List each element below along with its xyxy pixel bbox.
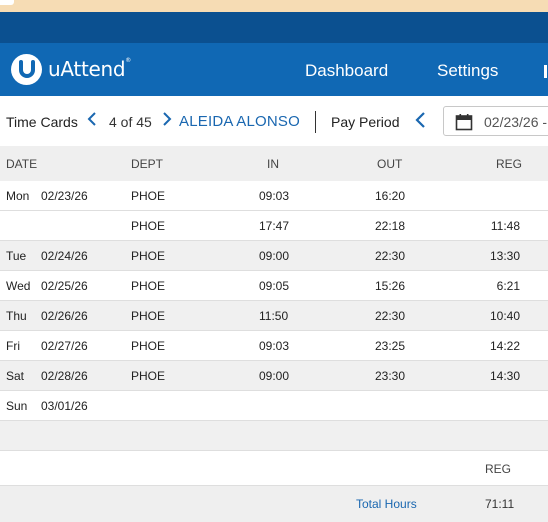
next-employee-icon[interactable]: [161, 111, 173, 130]
table-row[interactable]: Mon 02/23/26 PHOE 09:03 16:20: [0, 181, 548, 211]
row-date: 02/25/26: [41, 279, 88, 293]
row-day: Fri: [6, 339, 20, 353]
row-in[interactable]: 09:03: [259, 189, 290, 203]
total-hours-label: Total Hours: [356, 497, 417, 511]
header-date: DATE: [6, 157, 38, 171]
row-out[interactable]: 16:20: [375, 189, 406, 203]
row-dept: PHOE: [131, 249, 166, 263]
header-out: OUT: [377, 157, 403, 171]
pay-period-picker[interactable]: 02/23/26 -: [443, 106, 548, 136]
page-title: Time Cards: [6, 114, 78, 130]
nav-overflow-item[interactable]: [544, 65, 547, 78]
row-out[interactable]: 22:18: [375, 219, 406, 233]
row-in[interactable]: 09:00: [259, 369, 290, 383]
table-header: DATE DEPT IN OUT REG: [0, 146, 548, 181]
row-dept: PHOE: [131, 279, 166, 293]
header-in: IN: [267, 157, 279, 171]
row-reg: 14:30: [489, 369, 520, 383]
toolbar-divider: [315, 111, 316, 133]
header-dept: DEPT: [131, 157, 164, 171]
row-out[interactable]: 23:25: [375, 339, 406, 353]
row-in[interactable]: 09:05: [259, 279, 290, 293]
table-row[interactable]: PHOE 17:47 22:18 11:48: [0, 211, 548, 241]
top-strip-corner: [0, 0, 14, 5]
row-date: 02/28/26: [41, 369, 88, 383]
pay-period-label: Pay Period: [331, 114, 400, 130]
nav-dashboard[interactable]: Dashboard: [305, 61, 389, 80]
table-row[interactable]: Sun 03/01/26: [0, 391, 548, 421]
calendar-icon: [455, 113, 473, 136]
row-in[interactable]: 17:47: [259, 219, 290, 233]
row-out[interactable]: 22:30: [375, 309, 406, 323]
summary-header: REG: [0, 451, 548, 486]
row-reg: 6:21: [496, 279, 520, 293]
row-dept: PHOE: [131, 189, 166, 203]
top-strip: [0, 0, 548, 12]
row-in[interactable]: 11:50: [259, 309, 289, 323]
total-reg-value: 71:11: [485, 497, 515, 511]
logo[interactable]: uAttend®: [11, 53, 131, 85]
row-day: Wed: [6, 279, 31, 293]
row-day: Sat: [6, 369, 25, 383]
pay-period-start: 02/23/26 -: [484, 114, 548, 130]
row-in[interactable]: 09:00: [259, 249, 290, 263]
employee-name[interactable]: ALEIDA ALONSO: [179, 113, 300, 130]
row-out[interactable]: 23:30: [375, 369, 406, 383]
table-row[interactable]: Wed 02/25/26 PHOE 09:05 15:26 6:21: [0, 271, 548, 301]
row-in[interactable]: 09:03: [259, 339, 290, 353]
row-dept: PHOE: [131, 219, 166, 233]
row-dept: PHOE: [131, 339, 166, 353]
row-day: Tue: [6, 249, 27, 263]
total-hours-row: Total Hours 71:11: [0, 486, 548, 522]
row-day: Thu: [6, 309, 27, 323]
row-reg: 14:22: [489, 339, 520, 353]
row-out[interactable]: 22:30: [375, 249, 406, 263]
row-date: 02/23/26: [41, 189, 88, 203]
table-row[interactable]: Tue 02/24/26 PHOE 09:00 22:30 13:30: [0, 241, 548, 271]
row-date: 03/01/26: [41, 399, 88, 413]
row-out[interactable]: 15:26: [375, 279, 406, 293]
row-dept: PHOE: [131, 309, 166, 323]
table-row[interactable]: Sat 02/28/26 PHOE 09:00 23:30 14:30: [0, 361, 548, 391]
prev-period-icon[interactable]: [414, 111, 428, 132]
row-reg: 11:48: [490, 219, 520, 233]
row-day: Mon: [6, 189, 30, 203]
employee-position: 4 of 45: [109, 114, 152, 130]
logo-text: uAttend®: [48, 57, 131, 81]
prev-employee-icon[interactable]: [86, 111, 98, 130]
table-row[interactable]: Fri 02/27/26 PHOE 09:03 23:25 14:22: [0, 331, 548, 361]
timecard-toolbar: Time Cards 4 of 45 ALEIDA ALONSO Pay Per…: [0, 96, 548, 146]
nav-settings[interactable]: Settings: [437, 61, 499, 80]
header-reg: REG: [496, 157, 523, 171]
table-row[interactable]: Thu 02/26/26 PHOE 11:50 22:30 10:40: [0, 301, 548, 331]
row-reg: 13:30: [489, 249, 520, 263]
row-date: 02/26/26: [41, 309, 88, 323]
row-date: 02/27/26: [41, 339, 88, 353]
navbar: uAttend® Dashboard Settings: [0, 43, 548, 96]
table-spacer-row: [0, 421, 548, 451]
row-day: Sun: [6, 399, 28, 413]
row-dept: PHOE: [131, 369, 166, 383]
summary-reg-header: REG: [485, 462, 512, 476]
browser-band: [0, 12, 548, 43]
row-reg: 10:40: [489, 309, 520, 323]
row-date: 02/24/26: [41, 249, 88, 263]
uattend-logo-icon: [11, 53, 42, 85]
